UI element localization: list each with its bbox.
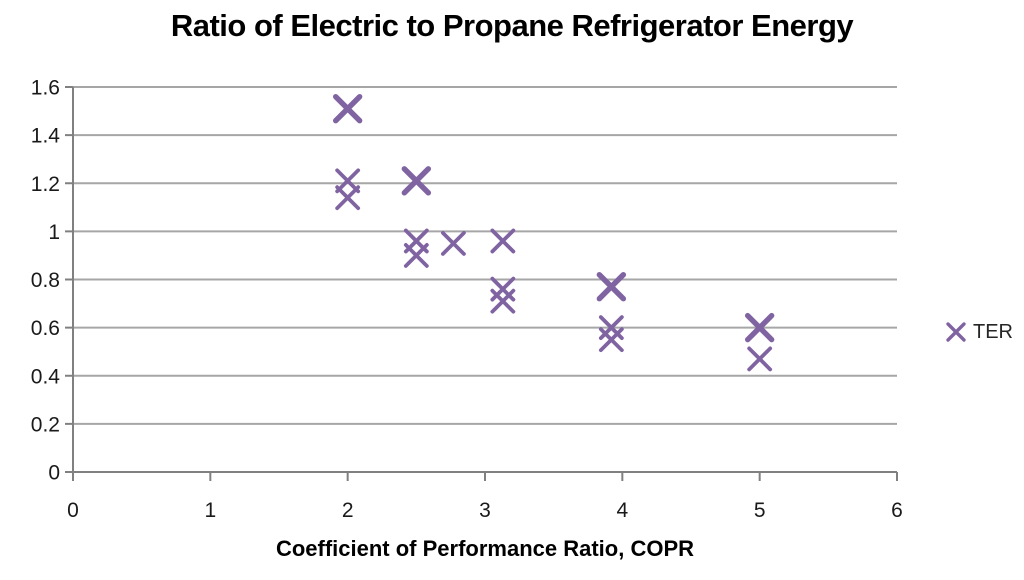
x-tick-label: 2	[342, 499, 354, 522]
y-tick-label: 0.6	[31, 317, 60, 340]
data-point-marker	[598, 327, 624, 353]
legend: TER	[944, 320, 1013, 344]
y-tick-label: 1.6	[31, 77, 60, 100]
x-tick-label: 5	[754, 499, 766, 522]
data-point-marker	[441, 231, 466, 256]
y-tick-label: 0.8	[31, 269, 60, 292]
legend-series-label: TER	[973, 320, 1013, 343]
x-axis-title: Coefficient of Performance Ratio, COPR	[275, 536, 695, 561]
y-tick-label: 0.4	[31, 365, 61, 388]
data-point-marker	[335, 168, 361, 194]
y-tick-label: 1.2	[31, 173, 60, 196]
data-point-marker	[332, 93, 363, 124]
data-point-marker	[490, 288, 516, 314]
data-point-marker	[596, 272, 627, 302]
chart-title: Ratio of Electric to Propane Refrigerato…	[170, 8, 854, 43]
y-tick-label: 0.2	[31, 413, 60, 436]
y-tick-label: 1.4	[31, 125, 61, 148]
x-tick-label: 6	[891, 499, 903, 522]
x-tick-label: 0	[67, 499, 79, 522]
data-point-marker	[401, 166, 432, 196]
data-point-marker	[335, 185, 361, 211]
x-tick-label: 1	[204, 499, 216, 522]
legend-x-marker-icon	[946, 322, 966, 342]
x-tick-label: 3	[479, 499, 491, 522]
y-tick-label: 1	[48, 221, 60, 244]
x-tick-label: 4	[616, 499, 628, 522]
data-point-marker	[747, 346, 773, 372]
data-point-marker	[744, 312, 775, 343]
data-point-marker	[403, 243, 429, 268]
data-point-marker	[490, 228, 516, 254]
y-tick-label: 0	[48, 462, 60, 485]
